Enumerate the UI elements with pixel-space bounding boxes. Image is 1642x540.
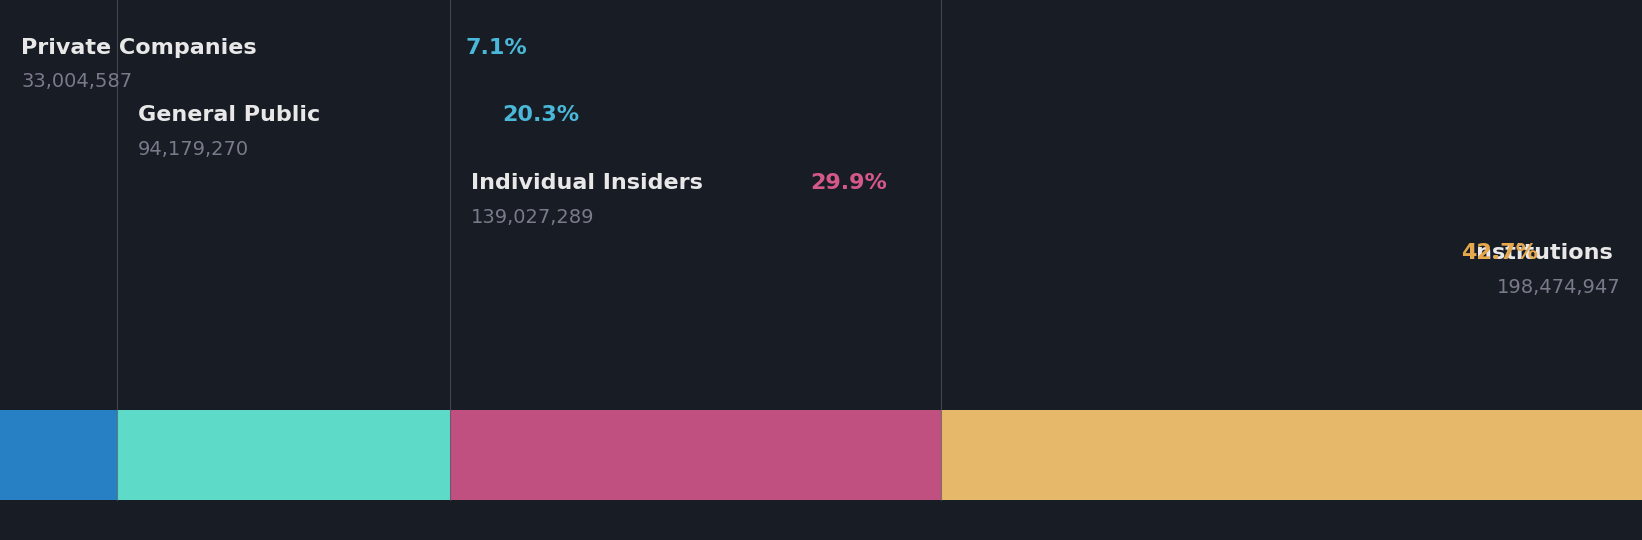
Bar [450, 410, 941, 500]
Bar [117, 410, 450, 500]
Bar [941, 410, 1642, 500]
Text: 198,474,947: 198,474,947 [1498, 278, 1621, 297]
Text: 7.1%: 7.1% [465, 38, 527, 58]
Text: 20.3%: 20.3% [502, 105, 580, 125]
Text: 33,004,587: 33,004,587 [21, 72, 133, 91]
Text: 139,027,289: 139,027,289 [471, 208, 594, 227]
Text: Institutions: Institutions [1468, 243, 1621, 263]
Text: 94,179,270: 94,179,270 [138, 140, 250, 159]
Text: 29.9%: 29.9% [810, 173, 887, 193]
Text: General Public: General Public [138, 105, 328, 125]
Bar [0, 410, 117, 500]
Text: 42.7%: 42.7% [1461, 243, 1539, 263]
Text: Private Companies: Private Companies [21, 38, 264, 58]
Text: Individual Insiders: Individual Insiders [471, 173, 711, 193]
